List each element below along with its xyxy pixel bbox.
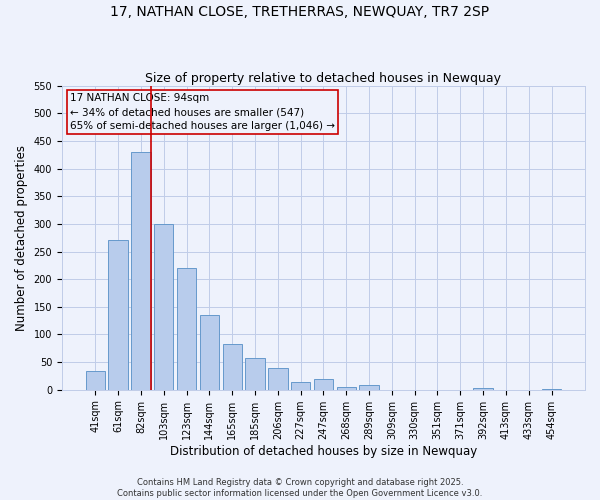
Text: 17 NATHAN CLOSE: 94sqm
← 34% of detached houses are smaller (547)
65% of semi-de: 17 NATHAN CLOSE: 94sqm ← 34% of detached… [70, 94, 335, 132]
Bar [154, 224, 173, 390]
Bar [109, 240, 128, 390]
Bar [86, 372, 105, 390]
Bar [359, 384, 379, 390]
Bar [314, 379, 333, 390]
Text: Contains HM Land Registry data © Crown copyright and database right 2025.
Contai: Contains HM Land Registry data © Crown c… [118, 478, 482, 498]
Bar [177, 268, 196, 390]
Bar [337, 387, 356, 390]
Bar [542, 388, 561, 390]
Bar [473, 388, 493, 390]
Bar [291, 382, 310, 390]
X-axis label: Distribution of detached houses by size in Newquay: Distribution of detached houses by size … [170, 444, 477, 458]
Title: Size of property relative to detached houses in Newquay: Size of property relative to detached ho… [145, 72, 502, 85]
Bar [268, 368, 287, 390]
Bar [223, 344, 242, 390]
Bar [200, 315, 219, 390]
Y-axis label: Number of detached properties: Number of detached properties [15, 144, 28, 330]
Text: 17, NATHAN CLOSE, TRETHERRAS, NEWQUAY, TR7 2SP: 17, NATHAN CLOSE, TRETHERRAS, NEWQUAY, T… [110, 5, 490, 19]
Bar [131, 152, 151, 390]
Bar [245, 358, 265, 390]
